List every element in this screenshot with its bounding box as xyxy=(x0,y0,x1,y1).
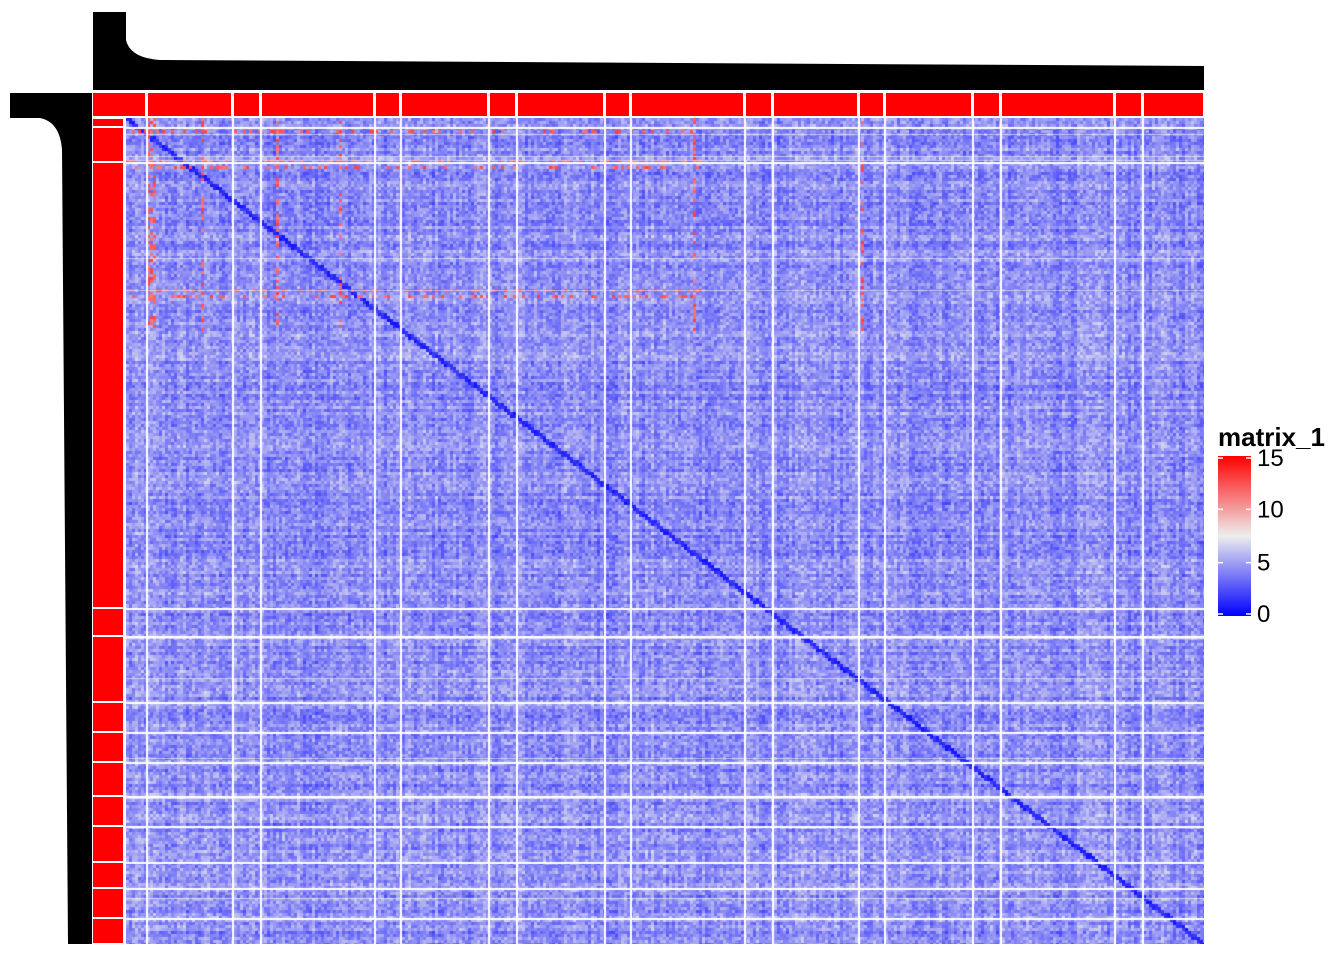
column-annotation-cell xyxy=(774,93,857,116)
row-annotation-cell xyxy=(93,93,123,116)
row-dendrogram xyxy=(10,93,92,944)
row-annotation-cell xyxy=(93,763,123,795)
column-annotation-cell xyxy=(974,93,999,116)
column-annotation-cell xyxy=(402,93,487,116)
row-annotation-cell xyxy=(93,919,123,943)
legend-tick-label: 0 xyxy=(1257,601,1270,628)
row-annotation-bar xyxy=(93,93,123,943)
row-annotation-cell xyxy=(93,703,123,731)
column-annotation-cell xyxy=(148,93,231,116)
heatmap-body xyxy=(126,118,1204,944)
row-annotation-cell xyxy=(93,827,123,861)
column-annotation-cell xyxy=(234,93,259,116)
column-annotation-cell xyxy=(262,93,373,116)
legend-title: matrix_1 xyxy=(1218,422,1325,452)
column-annotation-cell xyxy=(490,93,515,116)
legend-tick-label: 5 xyxy=(1257,550,1270,577)
column-annotation-cell xyxy=(518,93,603,116)
row-annotation-cell xyxy=(93,889,123,917)
legend-colorbar xyxy=(1218,456,1251,616)
column-annotation-cell xyxy=(860,93,883,116)
legend-tick-label: 10 xyxy=(1257,496,1284,523)
row-annotation-cell xyxy=(93,733,123,761)
column-annotation-cell xyxy=(886,93,971,116)
row-annotation-cell xyxy=(93,863,123,887)
color-legend: matrix_1 0 5 10 15 xyxy=(1218,422,1325,628)
column-annotation-bar xyxy=(93,93,1203,116)
column-annotation-cell xyxy=(1116,93,1141,116)
row-annotation-cell xyxy=(93,119,123,126)
legend-tick-label: 15 xyxy=(1257,445,1284,472)
column-annotation-cell xyxy=(632,93,743,116)
column-annotation-cell xyxy=(606,93,629,116)
row-annotation-cell xyxy=(93,609,123,635)
row-annotation-cell xyxy=(93,637,123,701)
row-annotation-cell xyxy=(93,797,123,825)
row-annotation-cell xyxy=(93,163,123,607)
heatmap-cells xyxy=(126,118,1204,944)
column-annotation-cell xyxy=(746,93,771,116)
column-annotation-cell xyxy=(1144,93,1203,116)
row-annotation-cell xyxy=(93,128,123,161)
column-annotation-cell xyxy=(376,93,399,116)
column-annotation-cell xyxy=(1002,93,1113,116)
column-dendrogram xyxy=(93,12,1204,90)
